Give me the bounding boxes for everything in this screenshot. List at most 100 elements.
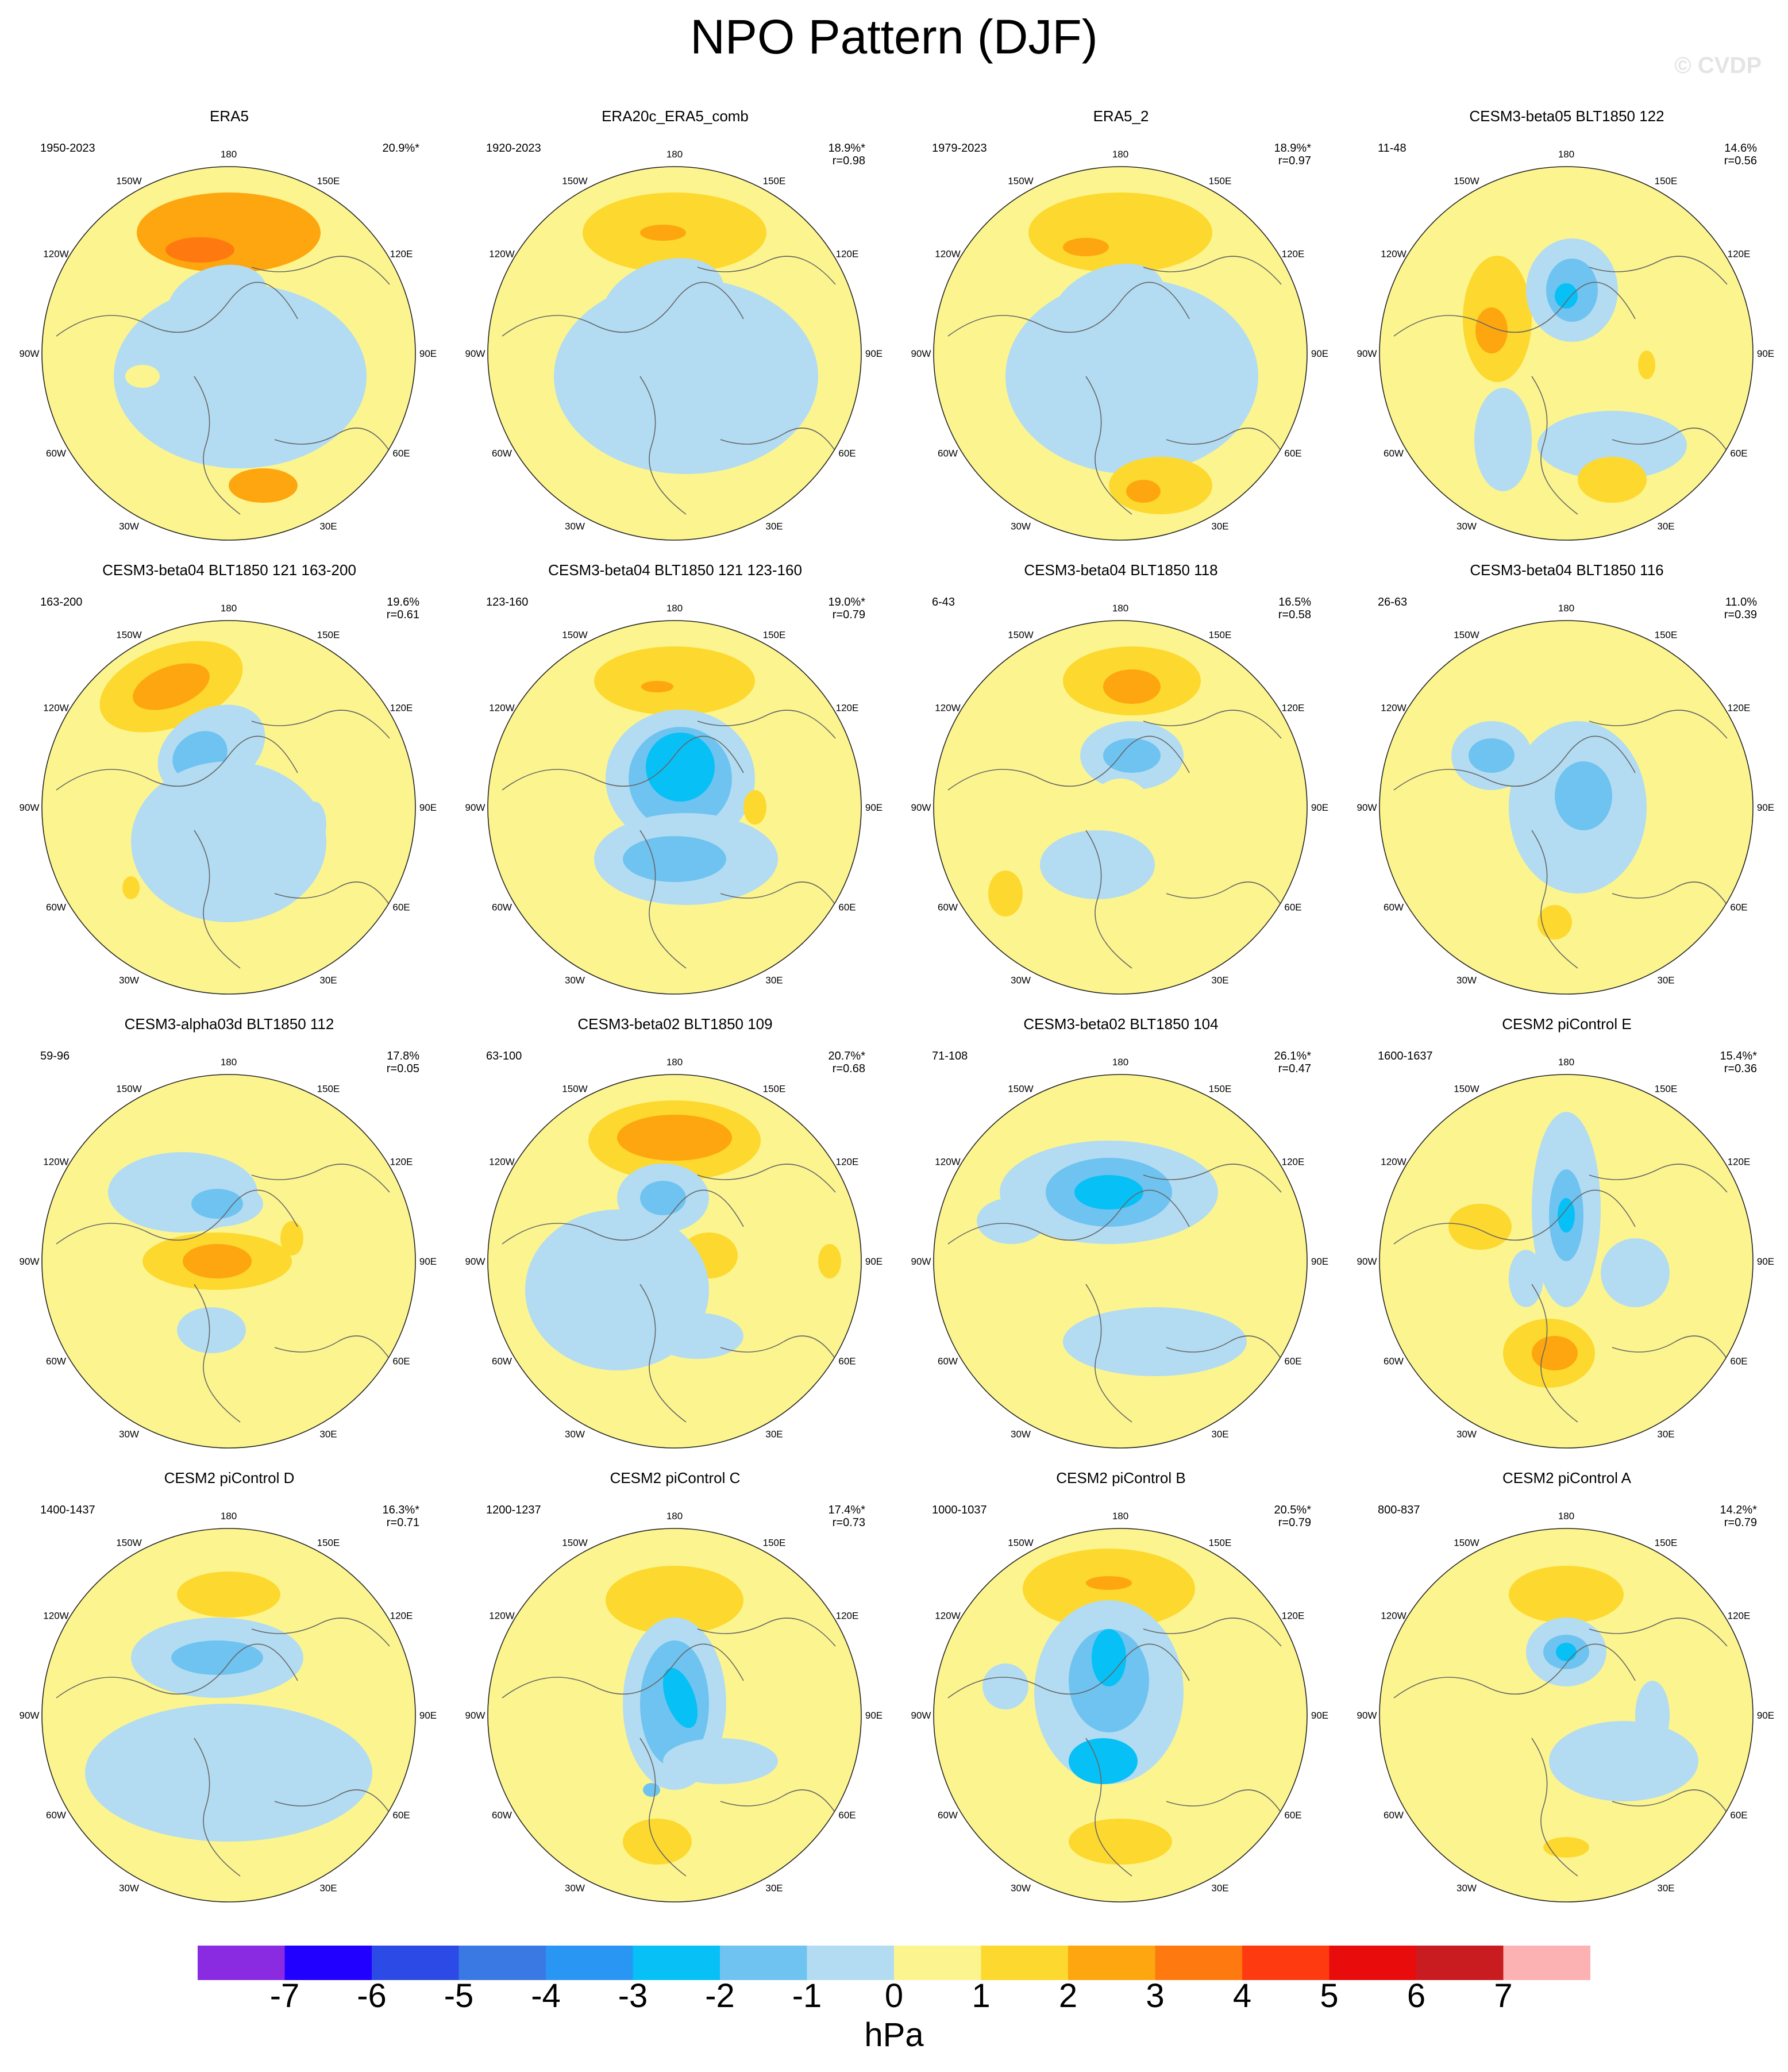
panel-years: 71-108 [932,1050,968,1062]
map-panel: CESM2 piControl D 1400-1437 16.3%* r=0.71 18… [6,1457,453,1911]
anomaly-contour [1448,1204,1512,1250]
map-border [933,166,1308,541]
longitude-label: 120E [1728,1157,1751,1168]
longitude-label: 120W [489,249,514,260]
longitude-label: 30W [119,1883,139,1894]
longitude-label: 60W [1384,1356,1404,1367]
anomaly-contour [1103,669,1161,704]
longitude-label: 120W [43,1611,68,1622]
map-panel: CESM3-beta04 BLT1850 121 123-160 123-160 1… [452,549,899,1003]
map-panel: CESM2 piControl E 1600-1637 15.4%* r=0.36 18… [1343,1003,1788,1457]
colorbar-swatch [720,1946,807,1980]
polar-map: 180 150E 120E 90E 60E 30E 0 30W 60W 90W 120W 150W [465,149,883,549]
longitude-label: 90E [419,1256,437,1267]
anomaly-contour [1086,1576,1132,1590]
longitude-label: 30E [319,975,337,986]
map-border [487,1074,862,1449]
anomaly-contour [1537,411,1687,480]
anomaly-contour [646,733,715,802]
map-border [933,1074,1308,1449]
colorbar-tick: -5 [444,1977,474,2015]
anomaly-contour [743,790,766,825]
anomaly-contour [1549,1721,1698,1801]
longitude-label: 180 [666,1511,683,1522]
map-panel: ERA5 1950-2023 20.9%* 180 150E 120E 90E 60E 30E 0… [6,95,453,549]
longitude-label: 120E [390,703,413,714]
longitude-label: 150W [562,1538,587,1549]
colorbar-tick: -6 [357,1977,387,2015]
longitude-label: 60W [492,1810,512,1821]
panel-title: CESM3-beta04 BLT1850 121 163-200 [102,561,356,579]
longitude-label: 90W [465,1710,485,1721]
longitude-label: 60W [46,1356,66,1367]
longitude-label: 30E [1657,521,1674,532]
longitude-label: 90E [419,802,437,813]
colorbar [198,1946,1590,1980]
anomaly-contour [133,663,210,710]
longitude-label: 0 [672,1909,677,1911]
coastline [947,1164,1282,1423]
longitude-label: 120E [836,703,859,714]
longitude-label: 0 [226,1455,231,1457]
longitude-label: 0 [1563,1002,1569,1003]
panel-stats: 19.6% r=0.61 [373,596,419,621]
polar-map: 180 150E 120E 90E 60E 30E 0 30W 60W 90W 120W 150W [465,603,883,1003]
anomaly-contour [125,365,160,388]
colorbar-tick: -1 [792,1977,822,2015]
longitude-label: 90E [1311,1710,1328,1721]
anomaly-contour [137,192,321,273]
map-panel: CESM3-beta02 BLT1850 109 63-100 20.7%* r=0.… [452,1003,899,1457]
longitude-label: 90W [20,1256,40,1267]
panel-stats: 19.0%* r=0.79 [819,596,866,621]
panel-pattern-correlation: r=0.79 [832,608,865,621]
longitude-label: 150E [317,1538,340,1549]
longitude-label: 150E [1209,1538,1232,1549]
anomaly-contour [1537,905,1572,939]
longitude-label: 120W [43,249,68,260]
longitude-label: 150E [1655,1538,1678,1549]
colorbar-swatch [1503,1946,1590,1980]
longitude-label: 90E [1311,348,1328,359]
longitude-label: 120W [1381,249,1406,260]
anomaly-contour [1578,457,1647,503]
longitude-label: 150W [1454,630,1479,641]
longitude-label: 30E [765,521,783,532]
panel-title: CESM3-alpha03d BLT1850 112 [124,1015,334,1033]
colorbar-swatch [546,1946,633,1980]
panel-years: 1400-1437 [40,1504,95,1516]
anomaly-contour [643,1783,660,1797]
map-border [1379,166,1754,541]
panel-stats: 17.4%* r=0.73 [819,1504,866,1529]
longitude-label: 150W [1008,630,1033,641]
longitude-label: 150W [1008,176,1033,187]
anomaly-contour [1474,669,1543,692]
panel-stats: 14.6% r=0.56 [1711,142,1757,167]
longitude-label: 90E [865,1710,883,1721]
panel-stats: 17.8% r=0.05 [373,1050,419,1075]
map-border [41,166,416,541]
longitude-label: 150W [562,176,587,187]
coastline [1393,1617,1728,1877]
map-border [487,620,862,995]
coastline [56,710,390,969]
longitude-label: 30W [1456,1429,1477,1440]
anomaly-contour [280,1221,303,1255]
map-panel: ERA5_2 1979-2023 18.9%* r=0.97 180 150E 120E 90… [897,95,1344,549]
longitude-label: 90E [865,1256,883,1267]
longitude-label: 0 [1563,1909,1569,1911]
longitude-label: 150E [1655,630,1678,641]
longitude-label: 60E [838,902,856,913]
anomaly-contour [663,1738,778,1784]
panel-years: 26-63 [1378,596,1408,608]
longitude-label: 90E [1757,348,1774,359]
longitude-label: 150E [317,630,340,641]
longitude-label: 90W [1357,348,1377,359]
colorbar-tick: 6 [1406,1977,1426,2015]
polar-map: 180 150E 120E 90E 60E 30E 0 30W 60W 90W 120W 150W [20,603,437,1003]
anomaly-contour [623,1819,692,1865]
map-border [41,620,416,995]
map-panel: ERA20c_ERA5_comb 1920-2023 18.9%* r=0.98 180… [452,95,899,549]
map-panel: CESM3-beta05 BLT1850 122 11-48 14.6% r=0.56… [1343,95,1788,549]
longitude-label: 60E [1284,902,1301,913]
anomaly-contour [1069,1819,1172,1865]
